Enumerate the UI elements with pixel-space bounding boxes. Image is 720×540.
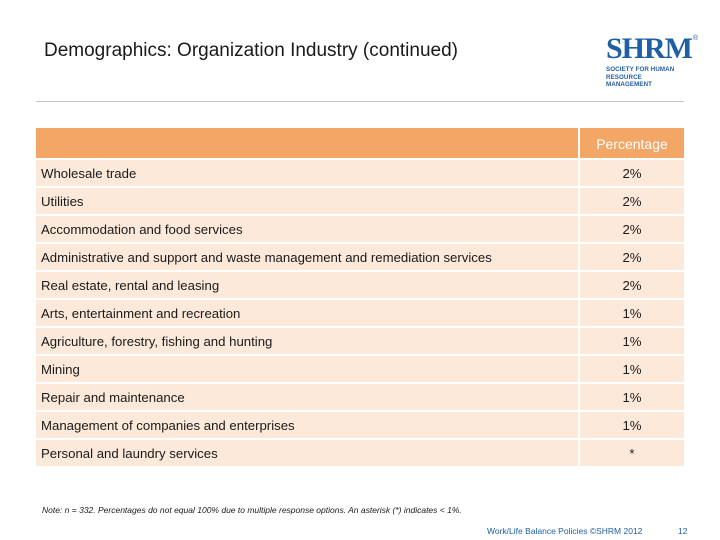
footer-text: Work/Life Balance Policies ©SHRM 2012 bbox=[487, 526, 643, 536]
industry-percentage: * bbox=[580, 440, 684, 466]
industry-percentage: 1% bbox=[580, 412, 684, 438]
page-number: 12 bbox=[678, 526, 688, 536]
industry-label: Real estate, rental and leasing bbox=[36, 272, 578, 298]
page-title: Demographics: Organization Industry (con… bbox=[44, 40, 458, 61]
table-row: Utilities 2% bbox=[36, 188, 684, 214]
table-body: Wholesale trade 2% Utilities 2% Accommodati… bbox=[36, 160, 684, 466]
logo-subtitle: SOCIETY FOR HUMAN RESOURCE MANAGEMENT bbox=[606, 66, 688, 89]
industry-label: Repair and maintenance bbox=[36, 384, 578, 410]
table-row: Personal and laundry services * bbox=[36, 440, 684, 466]
header-percentage-cell: Percentage bbox=[580, 128, 684, 158]
industry-label: Utilities bbox=[36, 188, 578, 214]
industry-label: Arts, entertainment and recreation bbox=[36, 300, 578, 326]
logo-subtitle-line-2: RESOURCE MANAGEMENT bbox=[606, 73, 653, 89]
table-row: Repair and maintenance 1% bbox=[36, 384, 684, 410]
industry-percentage: 2% bbox=[580, 216, 684, 242]
industry-percentage: 2% bbox=[580, 188, 684, 214]
table-row: Accommodation and food services 2% bbox=[36, 216, 684, 242]
industry-label: Management of companies and enterprises bbox=[36, 412, 578, 438]
industry-percentage: 2% bbox=[580, 244, 684, 270]
title-divider bbox=[36, 101, 684, 102]
footnote: Note: n = 332. Percentages do not equal … bbox=[42, 505, 462, 515]
shrm-logo: SHRM ® SOCIETY FOR HUMAN RESOURCE MANAGE… bbox=[606, 34, 698, 89]
table-row: Administrative and support and waste man… bbox=[36, 244, 684, 270]
industry-percentage: 2% bbox=[580, 272, 684, 298]
industry-percentage: 1% bbox=[580, 384, 684, 410]
industry-label: Agriculture, forestry, fishing and hunti… bbox=[36, 328, 578, 354]
table-row: Real estate, rental and leasing 2% bbox=[36, 272, 684, 298]
table-header-row: Percentage bbox=[36, 128, 684, 158]
industry-percentage: 1% bbox=[580, 328, 684, 354]
table-row: Management of companies and enterprises 1… bbox=[36, 412, 684, 438]
industry-table: Percentage Wholesale trade 2% Utilities 2%… bbox=[36, 128, 684, 466]
logo-letters: SHRM bbox=[606, 32, 693, 65]
header-blank-cell bbox=[36, 128, 578, 158]
industry-percentage: 1% bbox=[580, 300, 684, 326]
industry-label: Wholesale trade bbox=[36, 160, 578, 186]
logo-subtitle-line-1: SOCIETY FOR HUMAN bbox=[606, 66, 675, 73]
industry-label: Mining bbox=[36, 356, 578, 382]
industry-percentage: 2% bbox=[580, 160, 684, 186]
logo-registered-mark: ® bbox=[693, 35, 699, 42]
table-row: Arts, entertainment and recreation 1% bbox=[36, 300, 684, 326]
industry-label: Accommodation and food services bbox=[36, 216, 578, 242]
industry-label: Personal and laundry services bbox=[36, 440, 578, 466]
logo-mark: SHRM ® bbox=[606, 34, 698, 64]
industry-label: Administrative and support and waste man… bbox=[36, 244, 578, 270]
table-row: Agriculture, forestry, fishing and hunti… bbox=[36, 328, 684, 354]
table-row: Mining 1% bbox=[36, 356, 684, 382]
table-row: Wholesale trade 2% bbox=[36, 160, 684, 186]
industry-percentage: 1% bbox=[580, 356, 684, 382]
